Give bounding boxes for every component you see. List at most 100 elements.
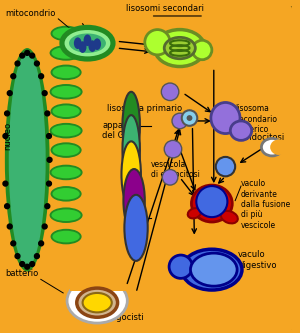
Circle shape bbox=[192, 40, 212, 60]
Circle shape bbox=[34, 61, 39, 66]
Circle shape bbox=[25, 51, 30, 55]
Circle shape bbox=[34, 254, 39, 258]
Ellipse shape bbox=[190, 253, 237, 286]
Circle shape bbox=[39, 241, 44, 246]
Ellipse shape bbox=[50, 165, 82, 180]
Circle shape bbox=[161, 83, 179, 101]
Circle shape bbox=[25, 264, 30, 269]
Circle shape bbox=[182, 110, 197, 126]
Ellipse shape bbox=[261, 139, 283, 156]
Circle shape bbox=[45, 111, 50, 116]
Ellipse shape bbox=[69, 34, 106, 53]
FancyBboxPatch shape bbox=[0, 3, 293, 333]
Ellipse shape bbox=[221, 211, 238, 223]
Circle shape bbox=[164, 141, 182, 158]
Ellipse shape bbox=[84, 34, 91, 46]
Ellipse shape bbox=[74, 37, 82, 49]
Ellipse shape bbox=[122, 92, 140, 160]
Ellipse shape bbox=[122, 141, 141, 207]
Text: vaculo
digestivo: vaculo digestivo bbox=[238, 250, 277, 270]
Circle shape bbox=[42, 224, 47, 229]
Ellipse shape bbox=[93, 38, 101, 50]
Ellipse shape bbox=[154, 30, 205, 67]
Circle shape bbox=[20, 53, 25, 58]
Text: mitocondrio: mitocondrio bbox=[5, 9, 55, 18]
Circle shape bbox=[11, 74, 16, 79]
Circle shape bbox=[30, 53, 34, 58]
Text: fagocisti: fagocisti bbox=[109, 313, 145, 322]
Circle shape bbox=[42, 91, 47, 96]
Ellipse shape bbox=[52, 47, 81, 59]
Ellipse shape bbox=[52, 125, 81, 137]
Ellipse shape bbox=[50, 26, 82, 41]
Ellipse shape bbox=[50, 104, 82, 119]
Circle shape bbox=[4, 111, 10, 116]
Circle shape bbox=[30, 262, 34, 266]
Ellipse shape bbox=[52, 209, 81, 221]
Text: endocitosi: endocitosi bbox=[241, 134, 284, 143]
Text: apparato
del Golgi: apparato del Golgi bbox=[102, 121, 140, 140]
Circle shape bbox=[216, 157, 235, 176]
Ellipse shape bbox=[9, 53, 46, 267]
Circle shape bbox=[162, 169, 178, 185]
Circle shape bbox=[187, 115, 192, 121]
Text: lisosomi secondari: lisosomi secondari bbox=[126, 4, 204, 13]
Circle shape bbox=[169, 255, 192, 278]
Ellipse shape bbox=[164, 37, 195, 59]
Ellipse shape bbox=[67, 278, 127, 323]
Ellipse shape bbox=[230, 121, 252, 141]
Ellipse shape bbox=[50, 142, 82, 158]
Ellipse shape bbox=[50, 229, 82, 244]
Circle shape bbox=[7, 91, 12, 96]
Circle shape bbox=[196, 186, 227, 217]
Ellipse shape bbox=[52, 231, 80, 242]
Circle shape bbox=[46, 181, 51, 186]
Circle shape bbox=[3, 134, 8, 139]
Circle shape bbox=[4, 204, 10, 209]
Circle shape bbox=[46, 134, 51, 139]
Text: nucleo: nucleo bbox=[3, 122, 12, 150]
Text: vescicola
di endocitosi: vescicola di endocitosi bbox=[151, 160, 200, 179]
Ellipse shape bbox=[5, 48, 50, 272]
Text: vaculo
derivante
dalla fusione
di più
vescicole: vaculo derivante dalla fusione di più ve… bbox=[241, 179, 290, 230]
Ellipse shape bbox=[50, 123, 82, 139]
Ellipse shape bbox=[79, 41, 86, 53]
Circle shape bbox=[15, 61, 20, 66]
Ellipse shape bbox=[182, 249, 242, 290]
Circle shape bbox=[15, 254, 20, 258]
Ellipse shape bbox=[52, 28, 80, 39]
Ellipse shape bbox=[50, 186, 82, 201]
Ellipse shape bbox=[124, 195, 148, 261]
Ellipse shape bbox=[52, 188, 80, 200]
Text: lisosoma
secondario
generico: lisosoma secondario generico bbox=[235, 105, 277, 134]
Circle shape bbox=[3, 181, 8, 186]
Circle shape bbox=[7, 224, 12, 229]
Circle shape bbox=[20, 262, 25, 266]
Ellipse shape bbox=[52, 67, 80, 78]
Ellipse shape bbox=[52, 86, 81, 98]
Ellipse shape bbox=[77, 288, 118, 317]
Ellipse shape bbox=[122, 115, 140, 185]
Circle shape bbox=[39, 74, 44, 79]
Ellipse shape bbox=[61, 26, 114, 60]
Ellipse shape bbox=[52, 166, 81, 178]
Text: batterio: batterio bbox=[5, 269, 38, 278]
Ellipse shape bbox=[50, 84, 82, 100]
Circle shape bbox=[172, 113, 188, 129]
Ellipse shape bbox=[191, 185, 232, 222]
Circle shape bbox=[145, 30, 170, 55]
FancyBboxPatch shape bbox=[70, 262, 126, 291]
Ellipse shape bbox=[50, 45, 82, 61]
Ellipse shape bbox=[50, 65, 82, 80]
Ellipse shape bbox=[188, 208, 201, 218]
Ellipse shape bbox=[123, 169, 145, 232]
Ellipse shape bbox=[211, 103, 240, 134]
Ellipse shape bbox=[50, 207, 82, 223]
Circle shape bbox=[11, 241, 16, 246]
Ellipse shape bbox=[88, 40, 96, 52]
Ellipse shape bbox=[52, 144, 80, 156]
Ellipse shape bbox=[52, 105, 80, 117]
Ellipse shape bbox=[66, 31, 109, 55]
Text: lisosoma primario: lisosoma primario bbox=[107, 104, 182, 113]
Ellipse shape bbox=[82, 293, 112, 312]
